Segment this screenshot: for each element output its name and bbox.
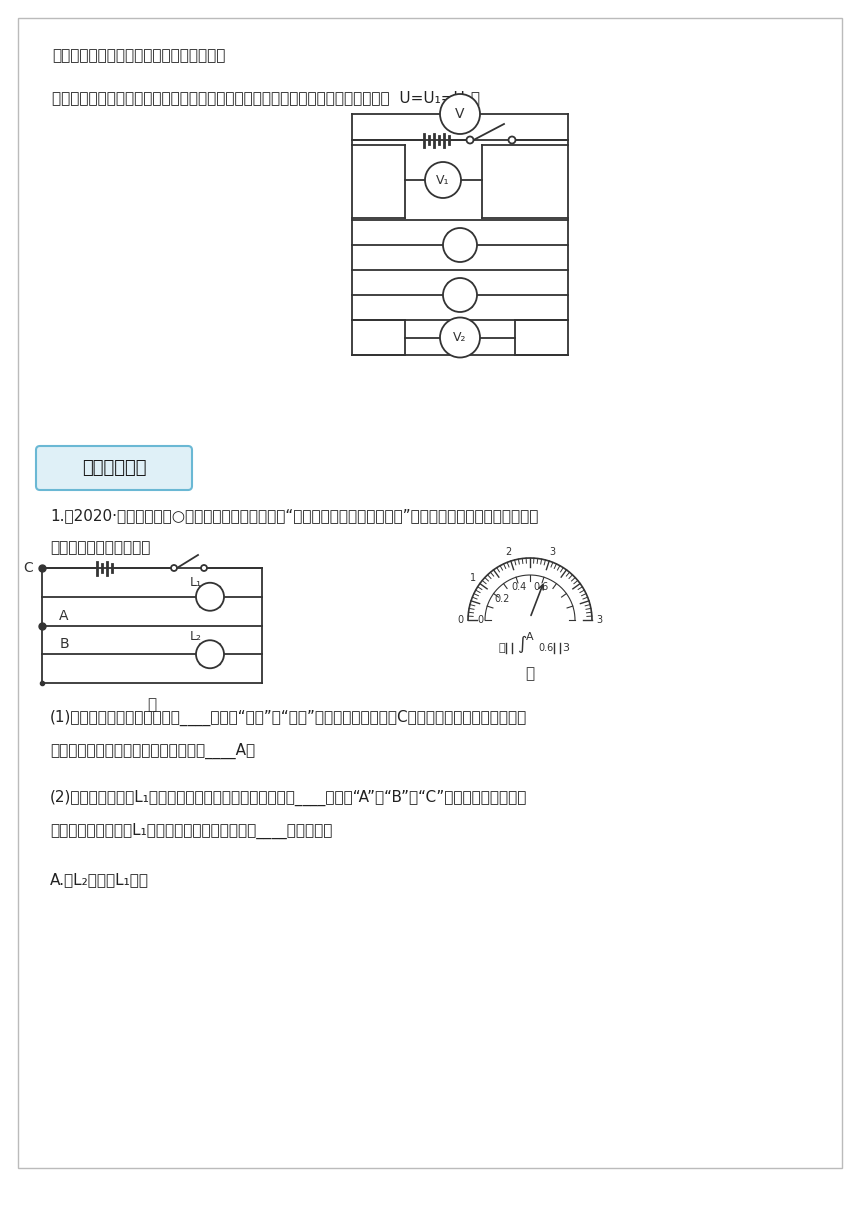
Text: (1)连接电路的过程中开关应该____（选填“断开”或“闭合”）。将电流表连接在C处，闭合开关后，发现其指针: (1)连接电路的过程中开关应该____（选填“断开”或“闭合”）。将电流表连接在… [50, 710, 527, 726]
Text: 3: 3 [596, 615, 602, 625]
Text: 3: 3 [562, 643, 569, 653]
Text: 1: 1 [470, 573, 476, 584]
Text: －: － [499, 643, 506, 653]
Text: 的实验电路图进行实验。: 的实验电路图进行实验。 [50, 540, 150, 554]
Text: L₁: L₁ [190, 576, 202, 589]
Text: L₂: L₂ [190, 631, 202, 643]
Circle shape [196, 582, 224, 610]
Circle shape [196, 641, 224, 669]
Circle shape [171, 565, 177, 572]
Text: 课堂达标检测: 课堂达标检测 [82, 458, 146, 477]
Text: 甲: 甲 [147, 697, 157, 713]
Circle shape [425, 162, 461, 198]
Circle shape [440, 317, 480, 358]
Text: (2)若要测通过灯泡L₁的电流，应该将电流表接在甲图中的____（选填“A”、“B”或“C”）处。实验过程中，: (2)若要测通过灯泡L₁的电流，应该将电流表接在甲图中的____（选填“A”、“… [50, 790, 527, 806]
Text: A: A [59, 608, 69, 623]
Text: 3: 3 [549, 547, 555, 557]
FancyBboxPatch shape [18, 18, 842, 1169]
Text: 0.6: 0.6 [533, 581, 549, 592]
Text: C: C [23, 561, 33, 575]
Text: A: A [526, 632, 534, 642]
Circle shape [443, 278, 477, 313]
Text: 乙: 乙 [525, 666, 535, 681]
Text: 0.4: 0.4 [512, 581, 527, 592]
Text: V: V [455, 107, 464, 122]
Text: 位置如图乙所示，则通过干路的电流为____A；: 位置如图乙所示，则通过干路的电流为____A； [50, 743, 255, 759]
Circle shape [201, 565, 207, 572]
Text: 0: 0 [477, 615, 483, 625]
Text: 特点：并联电路中，各支路两端电压相等。: 特点：并联电路中，各支路两端电压相等。 [52, 47, 225, 63]
Text: A.　L₂燭灯，L₁更亮: A. L₂燭灯，L₁更亮 [50, 872, 149, 886]
Text: 2: 2 [505, 547, 511, 557]
Circle shape [466, 136, 474, 143]
Text: 艾伊钟误将电流表与L₁并联，可能会出现的现象是____（多选）：: 艾伊钟误将电流表与L₁并联，可能会出现的现象是____（多选）： [50, 823, 332, 839]
Text: V₁: V₁ [436, 174, 450, 186]
Text: V₂: V₂ [453, 331, 467, 344]
FancyBboxPatch shape [36, 446, 192, 490]
Text: 0: 0 [458, 615, 464, 625]
Text: 0.6: 0.6 [538, 643, 553, 653]
Text: 0.2: 0.2 [494, 595, 509, 604]
Text: B: B [59, 637, 69, 652]
Circle shape [443, 229, 477, 261]
Text: 1.（2020·重庆市第一一○中学校九年级期中）为了“探究并联电路中电流的关系”，艾伊钟同学设计了如图甲所示: 1.（2020·重庆市第一一○中学校九年级期中）为了“探究并联电路中电流的关系”… [50, 508, 538, 523]
Text: ∫: ∫ [518, 635, 526, 653]
Circle shape [508, 136, 515, 143]
Circle shape [440, 94, 480, 134]
Text: 如图所示，将电压表分别接在电路中图示处，测出各部分的电压，它们之间的关系是  U=U₁=U₂。: 如图所示，将电压表分别接在电路中图示处，测出各部分的电压，它们之间的关系是 U=… [52, 90, 480, 105]
